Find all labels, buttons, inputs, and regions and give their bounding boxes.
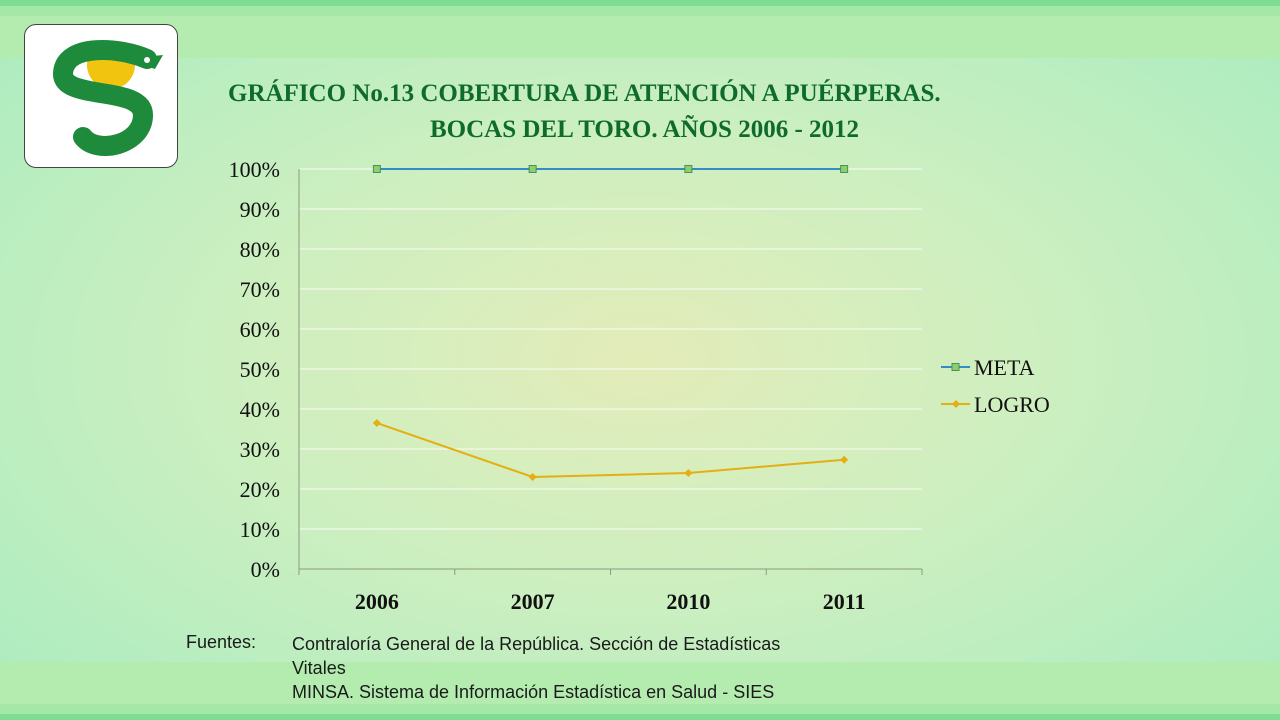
bottom-band <box>0 662 1280 720</box>
sources-text: Contraloría General de la República. Sec… <box>292 632 972 704</box>
data-point <box>372 165 381 173</box>
legend-label: LOGRO <box>974 392 1050 417</box>
source-line-3: MINSA. Sistema de Información Estadístic… <box>292 682 775 702</box>
y-tick-label: 10% <box>240 517 280 542</box>
x-tick-label: 2010 <box>666 589 710 614</box>
y-tick-label: 20% <box>240 477 280 502</box>
data-point <box>528 165 537 173</box>
y-tick-label: 90% <box>240 197 280 222</box>
y-tick-label: 70% <box>240 277 280 302</box>
y-tick-label: 80% <box>240 237 280 262</box>
y-tick-label: 100% <box>229 157 280 182</box>
legend-label: META <box>974 355 1035 380</box>
source-line-1: Contraloría General de la República. Sec… <box>292 634 781 654</box>
top-band <box>0 0 1280 58</box>
sources-label: Fuentes: <box>186 632 257 652</box>
y-tick-label: 40% <box>240 397 280 422</box>
data-point <box>684 165 693 173</box>
legend-marker <box>951 363 960 371</box>
y-tick-label: 0% <box>251 557 280 582</box>
data-point <box>840 165 849 173</box>
x-tick-label: 2006 <box>355 589 399 614</box>
title-line-1: GRÁFICO No.13 COBERTURA DE ATENCIÓN A PU… <box>228 80 941 107</box>
title-line-2: BOCAS DEL TORO. AÑOS 2006 - 2012 <box>430 116 860 143</box>
y-tick-label: 30% <box>240 437 280 462</box>
logo <box>24 24 178 168</box>
y-tick-label: 60% <box>240 317 280 342</box>
x-tick-label: 2011 <box>823 589 866 614</box>
data-point <box>684 469 693 477</box>
page-title: GRÁFICO No.13 COBERTURA DE ATENCIÓN A PU… <box>180 76 1000 148</box>
data-point <box>840 455 849 464</box>
data-point <box>372 419 381 427</box>
series-line-logro <box>376 422 845 479</box>
legend-marker <box>952 400 960 408</box>
data-point <box>528 473 537 481</box>
y-tick-label: 50% <box>240 357 280 382</box>
x-tick-label: 2007 <box>511 589 555 614</box>
source-line-2: Vitales <box>292 658 346 678</box>
caduceus-snake-icon <box>53 40 163 156</box>
